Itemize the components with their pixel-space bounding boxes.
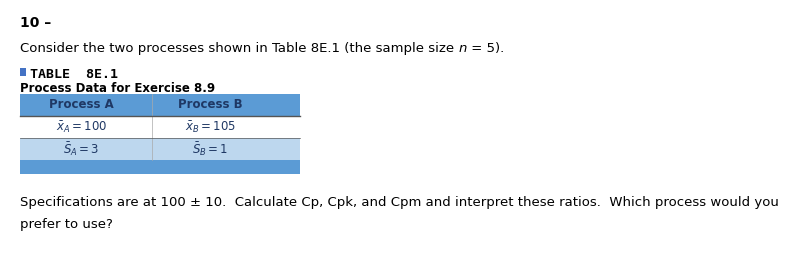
Text: n: n [458,42,467,55]
Bar [20,138,300,160]
Text: prefer to use?: prefer to use? [20,218,113,231]
Text: Specifications are at 100 ± 10.  Calculate Cp, Cpk, and Cpm and interpret these : Specifications are at 100 ± 10. Calculat… [20,196,779,209]
Bar [20,116,300,138]
Text: $\bar{S}_A = 3$: $\bar{S}_A = 3$ [63,140,100,158]
Text: Consider the two processes shown in Table 8E.1 (the sample size: Consider the two processes shown in Tabl… [20,42,458,55]
Bar [20,160,300,174]
Text: TABLE  8E.1: TABLE 8E.1 [30,68,118,81]
Text: $\bar{x}_B = 105$: $\bar{x}_B = 105$ [185,119,236,135]
Bar [20,68,26,76]
Text: 10 –: 10 – [20,16,51,30]
Bar [20,94,300,116]
Text: Process B: Process B [178,99,243,111]
Text: = 5).: = 5). [467,42,504,55]
Text: $\bar{x}_A = 100$: $\bar{x}_A = 100$ [56,119,107,135]
Text: Process Data for Exercise 8.9: Process Data for Exercise 8.9 [20,82,215,95]
Text: Process A: Process A [49,99,114,111]
Text: $\bar{S}_B = 1$: $\bar{S}_B = 1$ [192,140,228,158]
